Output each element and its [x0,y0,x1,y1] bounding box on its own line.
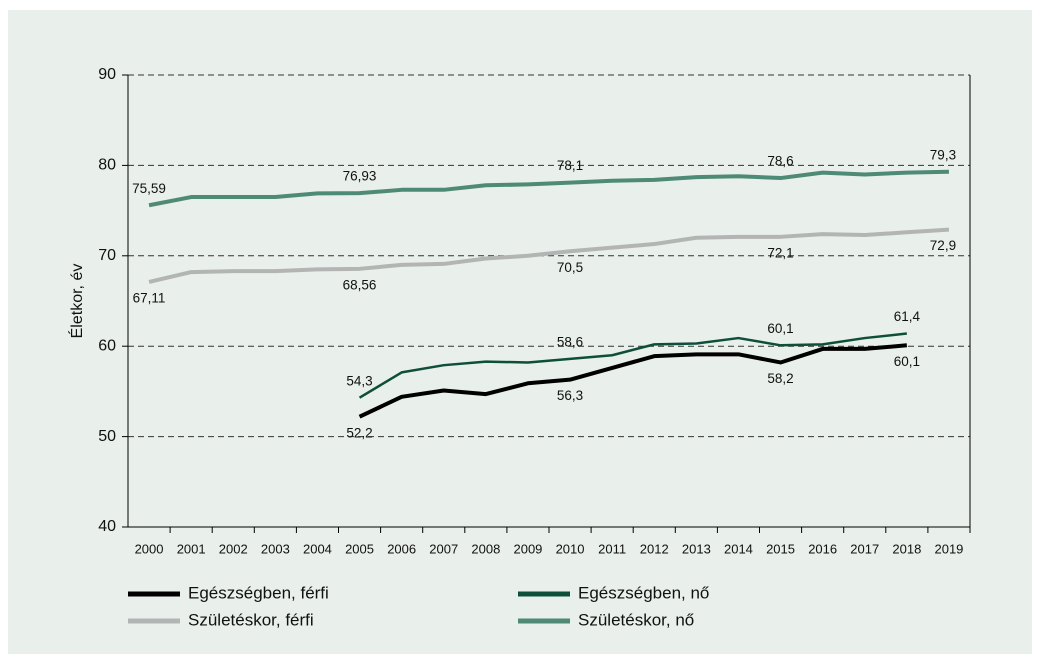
value-label: 54,3 [346,373,372,388]
x-tick-label: 2019 [934,541,963,556]
x-tick-label: 2011 [598,541,626,556]
y-tick-label: 60 [98,337,116,354]
series-line [358,343,908,419]
x-tick-label: 2013 [682,541,711,556]
value-label: 61,4 [894,309,921,324]
x-tick-label: 2002 [219,541,248,556]
series-line [148,169,949,208]
x-tick-label: 2003 [261,541,290,556]
y-axis-label: Életkor, év [67,264,86,339]
x-tick-label: 2008 [471,541,500,556]
series-line [358,332,907,399]
value-label: 70,5 [557,260,583,275]
value-label: 78,6 [767,154,793,169]
value-label: 52,2 [346,425,372,440]
x-tick-label: 2016 [808,541,837,556]
x-tick-label: 2018 [892,541,921,556]
value-label: 58,6 [557,334,583,349]
background [8,10,1032,654]
x-tick-label: 2015 [766,541,795,556]
legend-label: Születéskor, férfi [188,610,314,629]
y-tick-label: 90 [98,66,116,83]
y-tick-label: 50 [98,428,116,445]
x-tick-label: 2007 [429,541,458,556]
series-line [148,227,950,284]
value-label: 79,3 [930,147,956,162]
x-tick-label: 2009 [513,541,542,556]
value-label: 60,1 [767,321,793,336]
x-tick-label: 2014 [724,541,753,556]
value-label: 72,1 [767,245,793,260]
value-label: 58,2 [767,371,793,386]
y-tick-label: 40 [98,518,116,535]
value-label: 72,9 [930,238,956,253]
value-label: 60,1 [894,354,920,369]
y-tick-label: 70 [98,247,116,264]
value-label: 78,1 [557,158,583,173]
value-label: 67,11 [133,290,166,305]
value-label: 75,59 [132,181,166,196]
x-tick-label: 2010 [556,541,585,556]
value-label: 68,56 [343,277,377,292]
value-label: 76,93 [343,169,377,184]
x-tick-label: 2006 [387,541,416,556]
value-label: 56,3 [557,388,583,403]
legend-label: Egészségben, nő [578,583,709,602]
x-tick-label: 2004 [303,541,332,556]
x-tick-label: 2017 [850,541,879,556]
x-tick-label: 2005 [345,541,374,556]
legend-label: Születéskor, nő [578,610,694,629]
x-tick-label: 2012 [640,541,669,556]
x-tick-label: 2001 [177,541,206,556]
x-tick-label: 2000 [135,541,164,556]
legend-label: Egészségben, férfi [188,583,329,602]
y-tick-label: 80 [98,157,116,174]
